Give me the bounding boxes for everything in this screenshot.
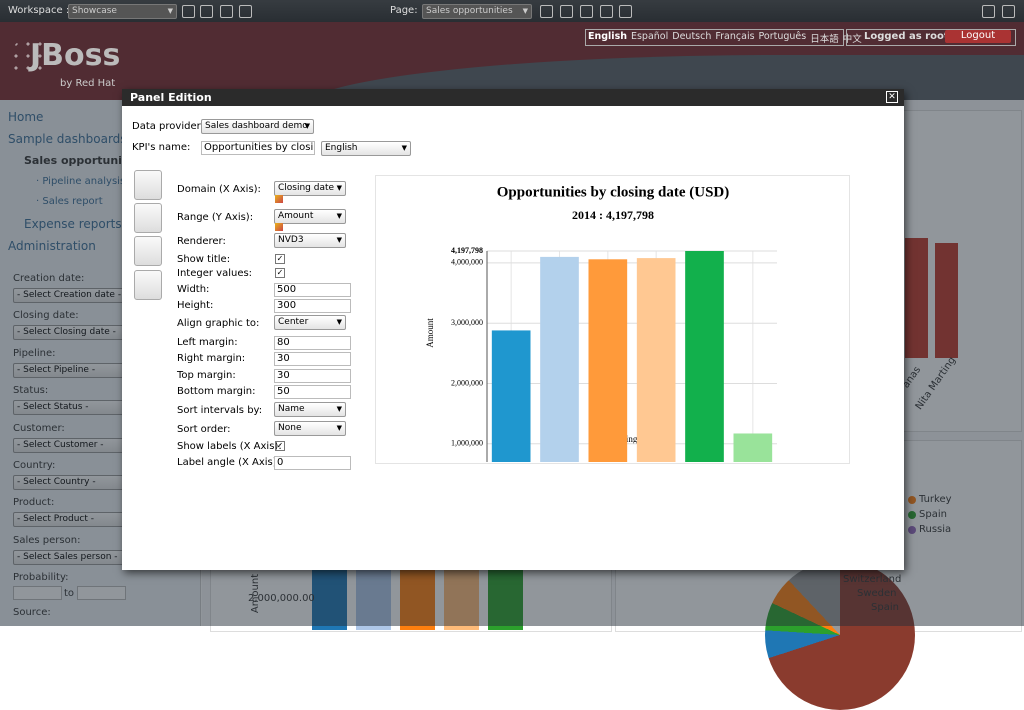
- toolbar-icon[interactable]: [1002, 5, 1015, 18]
- field-label: Sort intervals by:: [177, 405, 263, 416]
- language-link[interactable]: English: [588, 31, 627, 42]
- text-input[interactable]: 500: [274, 283, 351, 297]
- y-tick-label: 4,197,798: [451, 246, 483, 255]
- language-link[interactable]: 日本語: [810, 34, 839, 45]
- user-label: Logged as root: [864, 31, 949, 42]
- select[interactable]: Center: [274, 315, 346, 330]
- field-label: Data provider:: [132, 121, 204, 132]
- toolbar-icon[interactable]: [619, 5, 632, 18]
- toolbar-icon[interactable]: [182, 5, 195, 18]
- field-label: Integer values:: [177, 268, 253, 279]
- user-box: [846, 29, 1016, 46]
- brand-sub: by Red Hat: [60, 78, 116, 89]
- field-label: Show labels (X Axis):: [177, 441, 282, 452]
- bar: [733, 433, 773, 462]
- y-tick-label: 2,000,000: [451, 378, 483, 387]
- dialog-title-bar: [122, 89, 904, 106]
- page-select[interactable]: Sales opportunities: [422, 4, 532, 19]
- text-input[interactable]: 50: [274, 385, 351, 399]
- field-label: Sort order:: [177, 424, 231, 435]
- toolbar-icon[interactable]: [200, 5, 213, 18]
- select[interactable]: Amount: [274, 209, 346, 224]
- renderer-icon[interactable]: [134, 270, 162, 300]
- checkbox[interactable]: ✓: [275, 441, 285, 451]
- select[interactable]: NVD3: [274, 233, 346, 248]
- toolbar-icon[interactable]: [540, 5, 553, 18]
- field-label: Domain (X Axis):: [177, 184, 261, 195]
- dialog: Panel Edition ✕ Opportunities by closing…: [122, 89, 904, 570]
- page-label: Page:: [390, 5, 418, 16]
- text-input[interactable]: 30: [274, 352, 351, 366]
- toolbar-icon[interactable]: [600, 5, 613, 18]
- field-label: Range (Y Axis):: [177, 212, 254, 223]
- field-label: Renderer:: [177, 236, 226, 247]
- renderer-icon[interactable]: [134, 236, 162, 266]
- field-label: Bottom margin:: [177, 386, 256, 397]
- toolbar-icon[interactable]: [982, 5, 995, 18]
- select[interactable]: None: [274, 421, 346, 436]
- y-tick-label: 4,000,000: [451, 258, 483, 267]
- select[interactable]: Closing date: [274, 181, 346, 196]
- language-bar: [585, 29, 844, 46]
- field-label: Align graphic to:: [177, 318, 260, 329]
- text-input[interactable]: 0: [274, 456, 351, 470]
- field-label: Height:: [177, 300, 214, 311]
- bar: [540, 256, 579, 462]
- close-button[interactable]: ✕: [886, 91, 898, 103]
- toolbar-icon[interactable]: [220, 5, 233, 18]
- edit-icon[interactable]: [275, 223, 283, 231]
- checkbox[interactable]: ✓: [275, 254, 285, 264]
- select[interactable]: Name: [274, 402, 346, 417]
- field-label: Label angle (X Axis):: [177, 457, 281, 468]
- x-axis-label: Closing date: [609, 434, 654, 444]
- input[interactable]: Opportunities by closing date: [201, 141, 315, 155]
- toolbar-icon[interactable]: [560, 5, 573, 18]
- logout-button[interactable]: Logout: [945, 30, 1011, 43]
- workspace-label: Workspace :: [8, 5, 70, 16]
- chart: Opportunities by closing date (USD) 2014…: [425, 184, 777, 462]
- text-input[interactable]: 80: [274, 336, 351, 350]
- field-label: Show title:: [177, 254, 231, 265]
- select[interactable]: English: [321, 141, 411, 156]
- text-input[interactable]: 30: [274, 369, 351, 383]
- language-link[interactable]: Español: [630, 31, 669, 42]
- text-input[interactable]: 300: [274, 299, 351, 313]
- y-axis-label: Amount: [425, 318, 435, 348]
- chart-box: [375, 175, 850, 464]
- bar: [685, 251, 724, 462]
- field-label: Right margin:: [177, 353, 246, 364]
- select[interactable]: Sales dashboard demo: [201, 119, 314, 134]
- y-tick-label: 1,000,000: [451, 439, 483, 448]
- checkbox[interactable]: ✓: [275, 268, 285, 278]
- bar: [491, 330, 531, 462]
- renderer-icon[interactable]: [134, 170, 162, 200]
- toolbar-icon[interactable]: [580, 5, 593, 18]
- renderer-icon[interactable]: [134, 203, 162, 233]
- field-label: Width:: [177, 284, 210, 295]
- y-tick-label: 3,000,000: [451, 318, 483, 327]
- brand: JBoss: [30, 38, 121, 73]
- workspace-select[interactable]: Showcase: [68, 4, 177, 19]
- logo-dots: [10, 38, 50, 78]
- language-link[interactable]: Deutsch: [672, 31, 712, 42]
- toolbar-icon[interactable]: [239, 5, 252, 18]
- language-link[interactable]: 中文: [842, 34, 862, 45]
- chart-title: Opportunities by closing date (USD): [497, 184, 730, 200]
- edit-icon[interactable]: [275, 195, 283, 203]
- bar: [588, 259, 628, 462]
- chart-subtitle: 2014 : 4,197,798: [572, 208, 654, 222]
- field-label: KPI's name:: [132, 142, 191, 153]
- language-link[interactable]: Français: [715, 31, 755, 42]
- field-label: Left margin:: [177, 337, 238, 348]
- bar: [636, 258, 676, 462]
- language-link[interactable]: Português: [758, 31, 807, 42]
- dialog-title: Panel Edition: [130, 91, 212, 104]
- field-label: Top margin:: [177, 370, 236, 381]
- page: HomeSample dashboardsSales opportunities…: [0, 0, 1024, 626]
